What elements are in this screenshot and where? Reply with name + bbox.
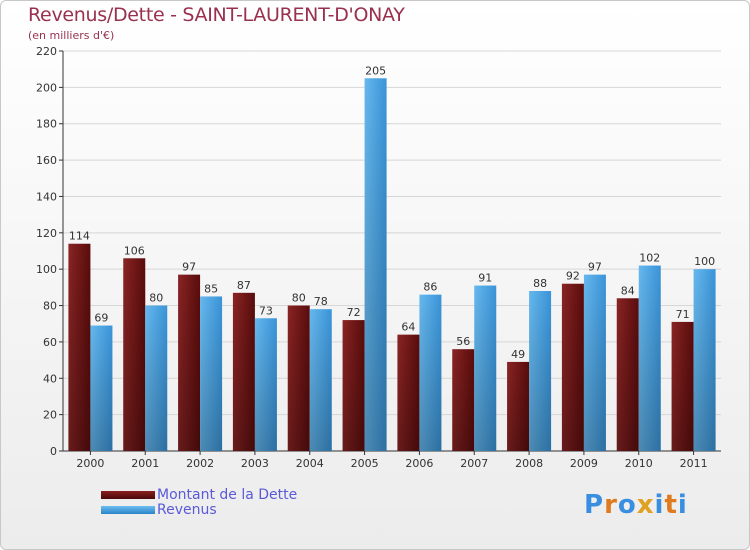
data-label-dette: 106	[124, 244, 145, 257]
legend-label-revenus: Revenus	[157, 502, 217, 518]
logo-letter: i	[677, 490, 688, 520]
x-tick-label: 2009	[570, 457, 598, 470]
bar-shade	[309, 309, 332, 451]
data-label-dette: 72	[347, 306, 361, 319]
legend-label-dette: Montant de la Dette	[157, 487, 298, 503]
data-label-dette: 97	[182, 261, 196, 274]
bar-shade	[178, 274, 201, 451]
x-tick-label: 2010	[625, 457, 653, 470]
data-label-revenus: 88	[533, 277, 547, 290]
bar-shade	[200, 296, 223, 451]
data-label-dette: 84	[621, 284, 635, 297]
data-label-dette: 49	[511, 348, 525, 361]
bar-shade	[671, 321, 694, 451]
x-tick-label: 2001	[131, 457, 159, 470]
chart-title: Revenus/Dette - SAINT-LAURENT-D'ONAY	[28, 4, 405, 26]
bar-shade	[419, 294, 442, 451]
bar-shade	[638, 265, 661, 451]
data-label-revenus: 97	[588, 261, 602, 274]
x-tick-label: 2011	[680, 457, 708, 470]
legend-swatch-revenus	[101, 506, 155, 514]
x-tick-label: 2006	[405, 457, 433, 470]
legend-item-dette: Montant de la Dette	[101, 487, 297, 503]
logo-letter: o	[617, 490, 637, 520]
bar-shade	[232, 292, 255, 451]
bar-shade	[616, 298, 639, 451]
bar-shade	[364, 78, 387, 451]
data-label-revenus: 69	[94, 312, 108, 325]
data-label-revenus: 205	[365, 64, 386, 77]
y-tick-label: 200	[36, 81, 57, 94]
data-label-revenus: 91	[478, 272, 492, 285]
bar-shade	[397, 334, 420, 451]
logo-letter: x	[636, 490, 655, 520]
data-label-revenus: 80	[149, 292, 163, 305]
data-label-dette: 92	[566, 270, 580, 283]
y-tick-label: 140	[36, 190, 57, 203]
logo-letter: t	[664, 490, 678, 520]
data-label-dette: 71	[676, 308, 690, 321]
bar-shade	[474, 285, 497, 451]
y-tick-label: 0	[50, 445, 57, 458]
legend-item-revenus: Revenus	[101, 502, 217, 518]
logo-letter: P	[584, 490, 605, 520]
logo-letter: i	[654, 490, 665, 520]
y-tick-label: 80	[43, 300, 57, 313]
data-label-dette: 64	[401, 321, 415, 334]
proxiti-logo: Proxiti	[584, 490, 688, 520]
x-tick-label: 2007	[460, 457, 488, 470]
x-tick-label: 2004	[296, 457, 324, 470]
y-tick-label: 40	[43, 372, 57, 385]
x-tick-label: 2003	[241, 457, 269, 470]
y-tick-label: 60	[43, 336, 57, 349]
bar-shade	[583, 274, 606, 451]
logo-letter: r	[604, 490, 618, 520]
data-label-revenus: 86	[423, 281, 437, 294]
data-label-dette: 56	[456, 335, 470, 348]
x-tick-label: 2005	[351, 457, 379, 470]
data-label-dette: 80	[292, 292, 306, 305]
x-tick-label: 2000	[76, 457, 104, 470]
data-label-revenus: 100	[694, 255, 715, 268]
data-label-dette: 114	[69, 230, 90, 243]
bar-shade	[561, 283, 584, 451]
bar-shade	[254, 318, 277, 451]
legend-swatch-dette	[101, 491, 155, 499]
chart-subtitle: (en milliers d'€)	[28, 29, 115, 42]
bar-shade	[90, 325, 113, 451]
data-label-revenus: 85	[204, 282, 218, 295]
y-tick-label: 180	[36, 118, 57, 131]
y-tick-label: 20	[43, 409, 57, 422]
bar-shade	[342, 320, 365, 451]
data-label-revenus: 73	[259, 304, 273, 317]
bar-shade	[287, 305, 310, 451]
data-label-dette: 87	[237, 279, 251, 292]
data-label-revenus: 102	[639, 252, 660, 265]
data-label-revenus: 78	[314, 295, 328, 308]
bar-shade	[145, 305, 168, 451]
bar-shade	[123, 258, 146, 451]
bar-shade	[452, 349, 475, 451]
y-tick-label: 160	[36, 154, 57, 167]
bar-shade	[693, 269, 716, 451]
bar-shade	[529, 291, 552, 451]
bar-shade	[507, 361, 530, 451]
x-tick-label: 2008	[515, 457, 543, 470]
y-tick-label: 220	[36, 45, 57, 58]
y-tick-label: 120	[36, 227, 57, 240]
x-tick-label: 2002	[186, 457, 214, 470]
bar-shade	[68, 243, 91, 451]
y-tick-label: 100	[36, 263, 57, 276]
